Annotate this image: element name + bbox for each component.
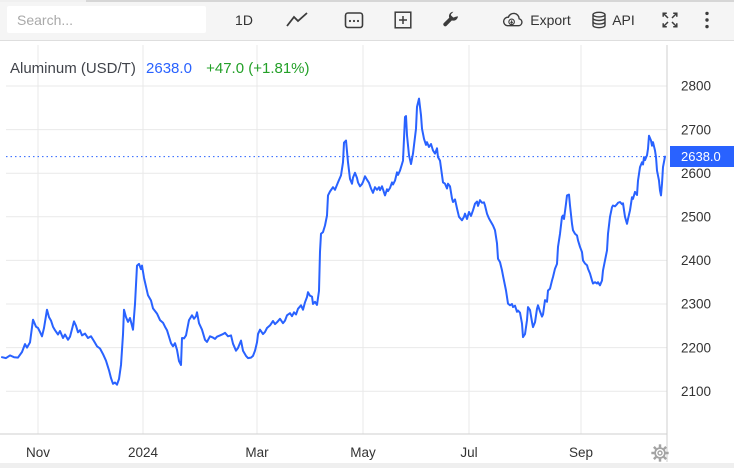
line-chart-icon	[286, 12, 308, 28]
x-axis-tick-label: Sep	[569, 445, 593, 460]
y-axis-tick-label: 2100	[681, 384, 711, 399]
wrench-icon	[441, 11, 459, 29]
current-price-tag: 2638.0	[670, 146, 734, 167]
window-top-edge	[0, 0, 734, 2]
search-input[interactable]	[7, 6, 206, 33]
fullscreen-button[interactable]	[656, 5, 684, 35]
kebab-menu-icon	[704, 11, 710, 29]
interval-button[interactable]: 1D	[230, 5, 258, 35]
y-axis-tick-label: 2500	[681, 210, 711, 225]
y-axis-tick-label: 2700	[681, 122, 711, 137]
x-axis-tick-label: Jul	[460, 445, 477, 460]
y-axis-tick-label: 2800	[681, 79, 711, 94]
y-axis-tick-label: 2300	[681, 297, 711, 312]
database-icon	[591, 11, 607, 29]
export-label: Export	[530, 12, 571, 28]
calendar-icon	[344, 11, 364, 29]
y-axis-tick-label: 2200	[681, 340, 711, 355]
more-menu-button[interactable]	[696, 5, 718, 35]
x-axis-tick-label: Mar	[245, 445, 269, 460]
chart-toolbar: 1D	[0, 2, 734, 41]
price-change: +47.0 (+1.81%)	[206, 60, 310, 77]
y-axis-tick-label: 2400	[681, 253, 711, 268]
compare-button[interactable]	[389, 5, 417, 35]
y-axis-tick-label: 2600	[681, 166, 711, 181]
x-axis-tick-label: May	[350, 445, 376, 460]
price-chart[interactable]: 2800 2700 2600 2500 2400 2300 2200 2100 Nov 2024 M…	[0, 41, 734, 468]
x-axis-tick-label: Nov	[26, 445, 50, 460]
chart-settings-button[interactable]	[650, 443, 670, 463]
gear-icon	[650, 444, 670, 467]
price-line-series	[1, 97, 666, 386]
api-label: API	[612, 12, 635, 28]
last-price: 2638.0	[146, 60, 192, 77]
export-button[interactable]: Export	[498, 5, 574, 35]
api-button[interactable]: API	[589, 5, 637, 35]
bottom-strip	[0, 463, 734, 468]
cloud-download-icon	[501, 11, 525, 29]
chart-type-button[interactable]	[283, 5, 311, 35]
fullscreen-icon	[660, 10, 680, 30]
chart-legend: Aluminum (USD/T) 2638.0 +47.0 (+1.81%)	[10, 60, 310, 77]
date-range-button[interactable]	[340, 5, 368, 35]
x-axis-tick-label: 2024	[128, 445, 159, 460]
chart-area: 2800 2700 2600 2500 2400 2300 2200 2100 Nov 2024 M…	[0, 41, 734, 468]
plus-square-icon	[394, 11, 412, 29]
symbol-title: Aluminum (USD/T)	[10, 60, 136, 77]
indicators-button[interactable]	[436, 5, 464, 35]
